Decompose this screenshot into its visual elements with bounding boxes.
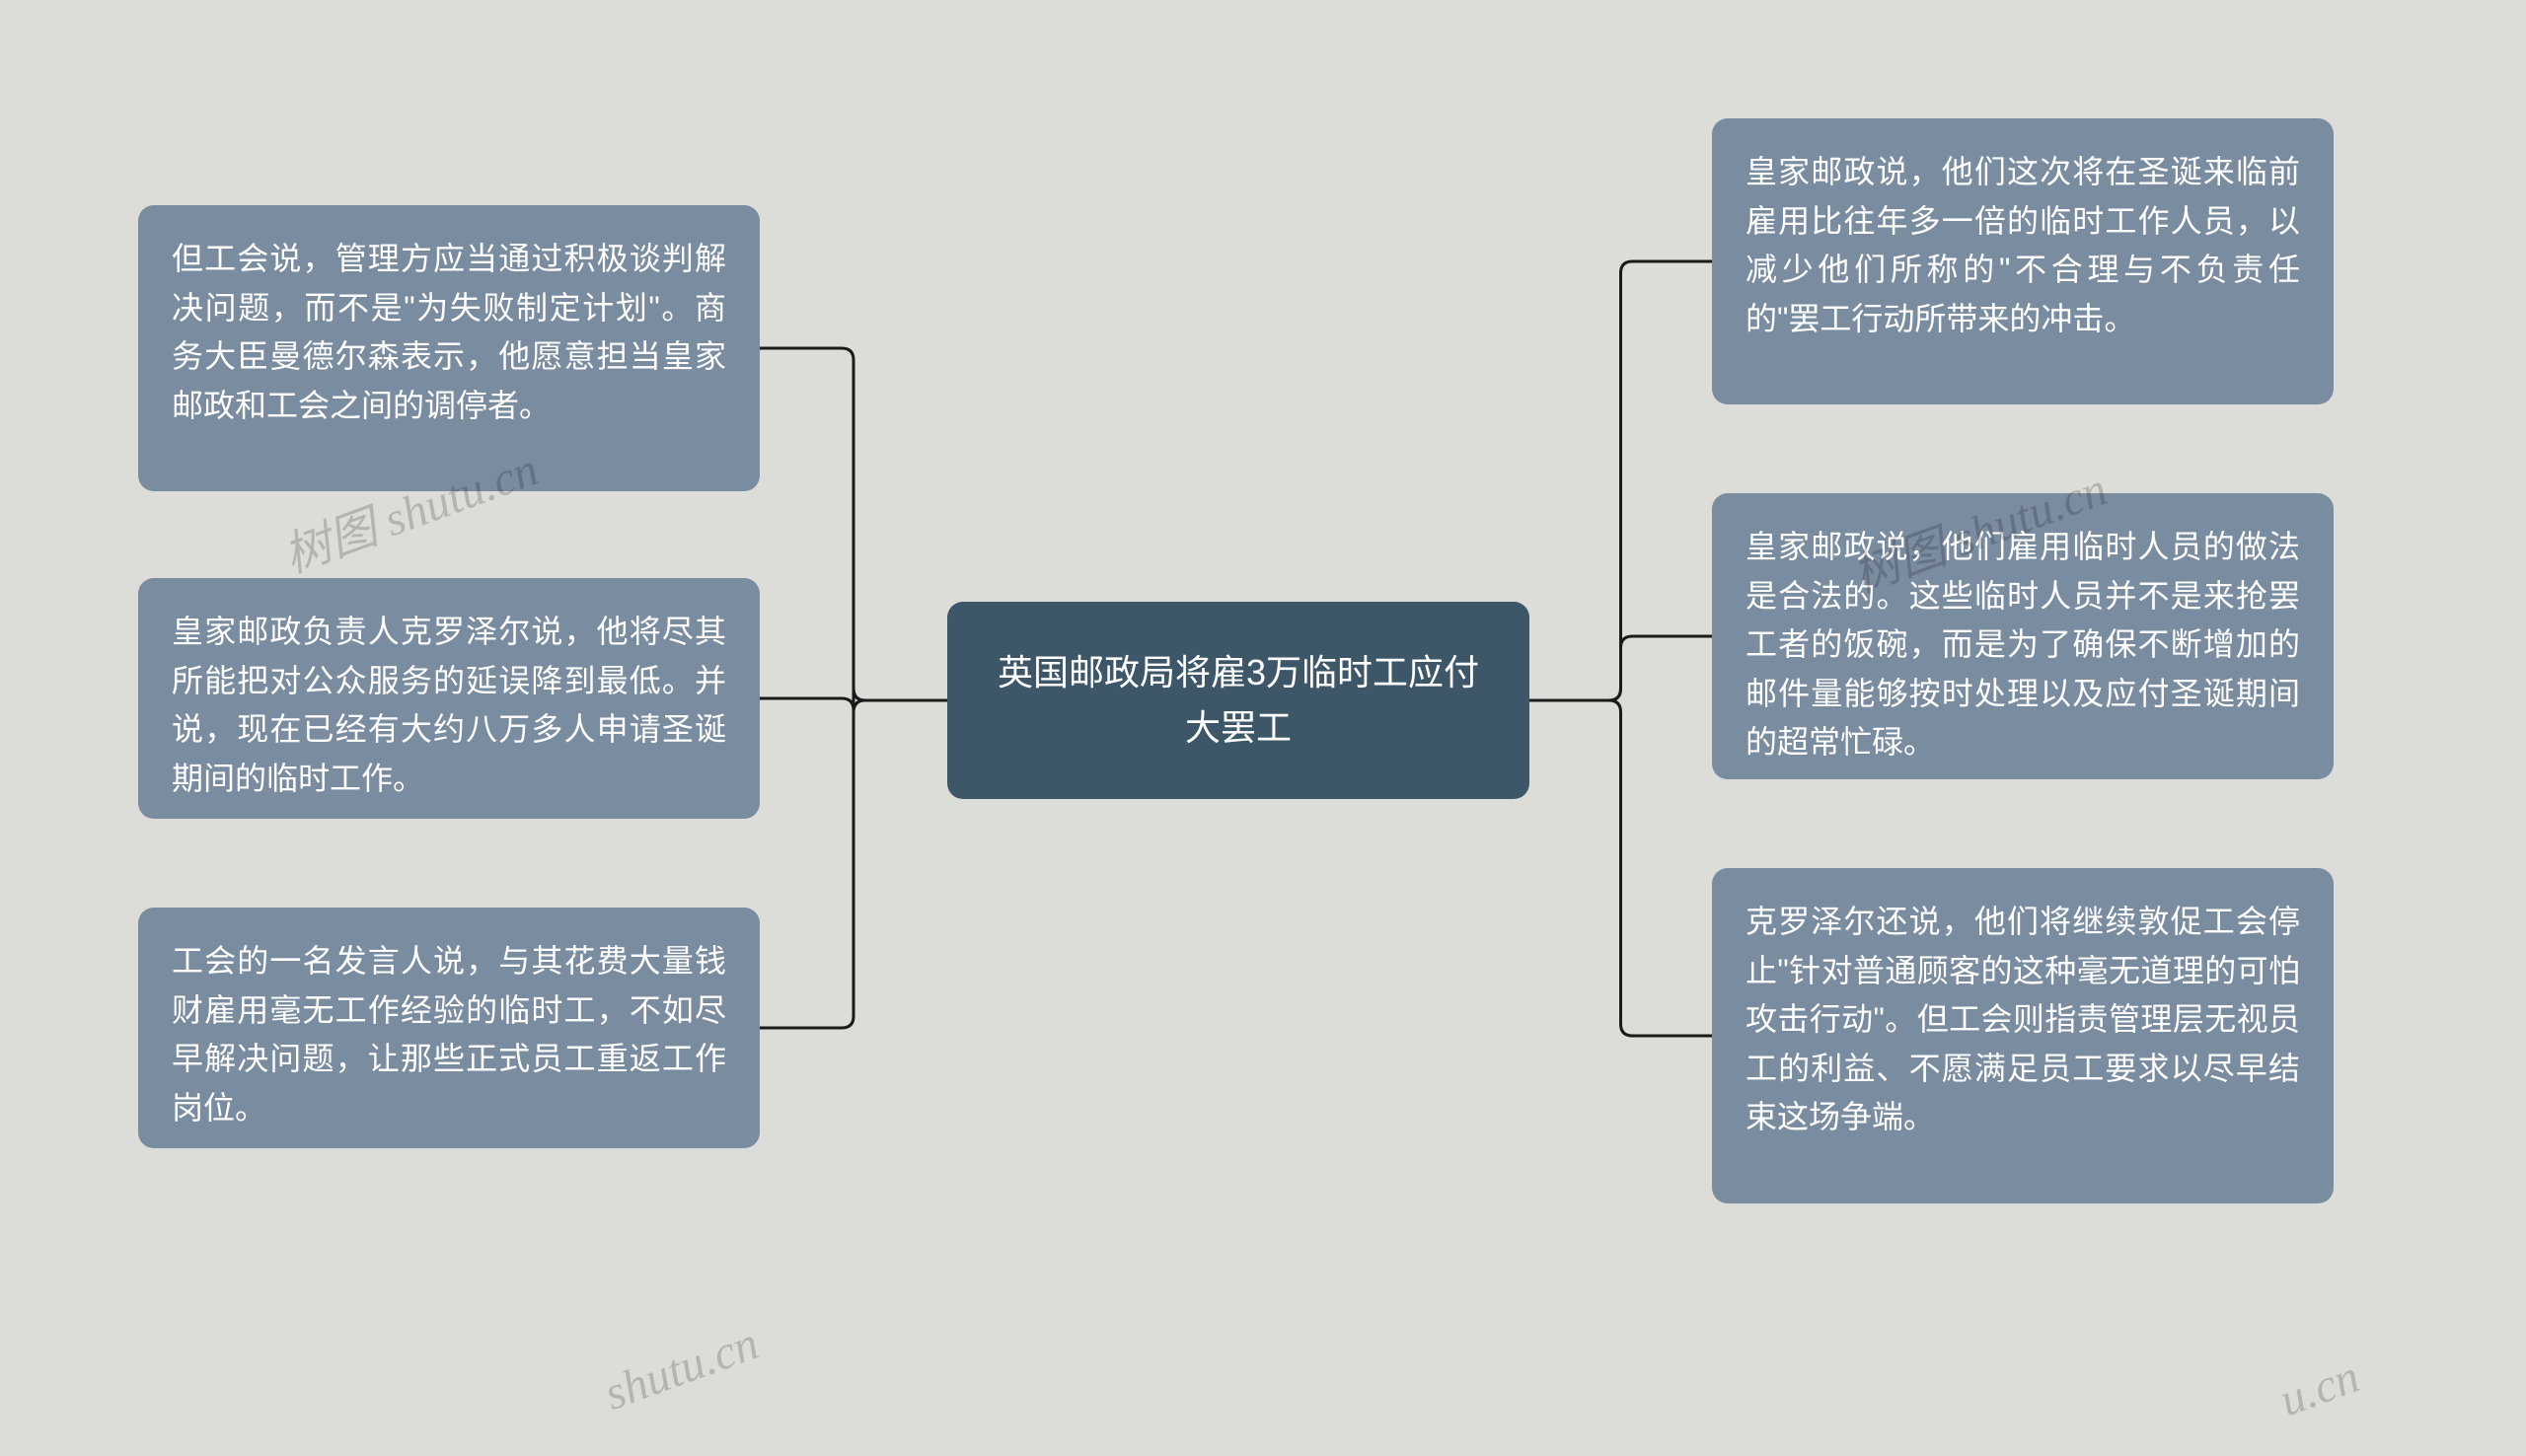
left-node-1: 但工会说，管理方应当通过积极谈判解决问题，而不是"为失败制定计划"。商务大臣曼德… [138,205,760,491]
center-node: 英国邮政局将雇3万临时工应付大罢工 [947,602,1529,799]
watermark: shutu.cn [597,1316,765,1421]
right-node-2: 皇家邮政说，他们雇用临时人员的做法是合法的。这些临时人员并不是来抢罢工者的饭碗，… [1712,493,2334,779]
right-node-1: 皇家邮政说，他们这次将在圣诞来临前雇用比往年多一倍的临时工作人员，以减少他们所称… [1712,118,2334,404]
mindmap-canvas: 英国邮政局将雇3万临时工应付大罢工 但工会说，管理方应当通过积极谈判解决问题，而… [0,0,2526,1456]
left-node-2: 皇家邮政负责人克罗泽尔说，他将尽其所能把对公众服务的延误降到最低。并说，现在已经… [138,578,760,819]
right-node-3: 克罗泽尔还说，他们将继续敦促工会停止"针对普通顾客的这种毫无道理的可怕攻击行动"… [1712,868,2334,1203]
left-node-3: 工会的一名发言人说，与其花费大量钱财雇用毫无工作经验的临时工，不如尽早解决问题，… [138,908,760,1148]
watermark: u.cn [2272,1349,2366,1427]
